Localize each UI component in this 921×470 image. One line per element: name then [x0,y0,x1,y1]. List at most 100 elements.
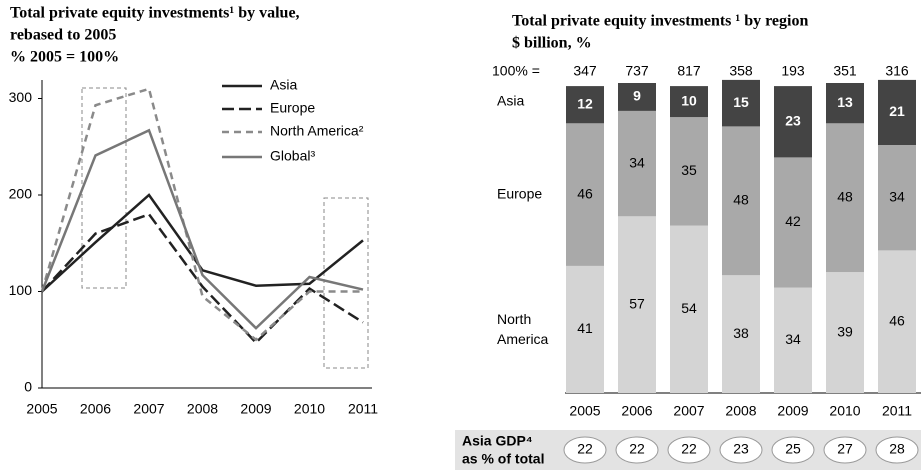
x-tick-label: 2009 [777,403,808,419]
chart-title: Total private equity investments¹ by val… [10,5,300,22]
bar-segment [774,287,812,393]
bar-segment [566,123,604,266]
footer-value: 22 [629,441,645,457]
bar-segment [566,265,604,393]
y-tick-label: 0 [24,379,32,395]
value-label: 42 [785,213,801,229]
bar-segment [618,216,656,393]
bar-segment [670,86,708,118]
x-tick-label: 2006 [80,401,111,417]
value-label: 54 [681,300,697,316]
value-label: 46 [577,185,593,201]
footer-oval [875,436,919,464]
totals-label: 100% = [492,63,540,79]
footer-oval [771,436,815,464]
series-label: North America [497,311,549,347]
x-tick-label: 2008 [725,403,756,419]
total-label: 737 [625,63,649,79]
value-label: 57 [629,295,645,311]
bar-segment [722,79,760,127]
bar-segment [774,157,812,288]
value-label: 9 [633,88,641,104]
total-label: 358 [729,63,753,79]
x-tick-label: 2008 [187,401,218,417]
footer-value: 22 [577,441,593,457]
total-label: 347 [573,63,597,79]
highlight-box [81,87,127,289]
footer-value: 23 [733,441,749,457]
total-label: 193 [781,63,805,79]
chart-title: rebased to 2005 [10,27,116,44]
footer-value: 28 [889,441,905,457]
footer-label: as % of total [462,451,544,467]
total-label: 316 [885,63,909,79]
x-tick-label: 2007 [133,401,164,417]
series-line [41,212,364,345]
bar-segment [566,86,604,124]
value-label: 38 [733,325,749,341]
bar-segment [618,83,656,111]
value-label: 21 [889,103,905,119]
value-label: 34 [785,331,801,347]
bar-segment [670,225,708,393]
bar-segment [774,86,812,158]
x-tick-label: 2010 [829,403,860,419]
footer-oval [667,436,711,464]
footer-value: 22 [681,441,697,457]
series-label: Europe [497,186,542,202]
x-tick-label: 2009 [240,401,271,417]
x-tick-label: 2010 [294,401,325,417]
chart-subtitle: % 2005 = 100% [10,49,119,66]
value-label: 34 [889,188,905,204]
value-label: 12 [577,95,593,111]
value-label: 10 [681,92,697,108]
value-label: 46 [889,312,905,328]
x-tick-label: 2011 [348,401,378,417]
value-label: 23 [785,112,801,128]
bar-segment [722,275,760,393]
value-label: 35 [681,162,697,178]
chart-title: $ billion, % [512,35,592,52]
total-label: 817 [677,63,701,79]
legend-label: Europe [270,100,315,116]
value-label: 48 [837,188,853,204]
series-line [41,193,364,293]
legend-label: Asia [270,77,297,93]
bar-segment [670,117,708,226]
total-label: 351 [833,63,857,79]
footer-oval [615,436,659,464]
footer-oval [719,436,763,464]
series-label: Asia [497,93,524,109]
x-tick-label: 2006 [621,403,652,419]
series-line [40,128,364,330]
bar-segment [878,79,916,145]
bar-segment [618,110,656,217]
bar-segment [826,272,864,393]
footer-value: 27 [837,441,853,457]
bar-segment [826,83,864,124]
footer-oval [823,436,867,464]
footer-value: 25 [785,441,801,457]
y-tick-label: 100 [9,282,33,298]
chart-title: Total private equity investments ¹ by re… [512,13,808,30]
bar-segment [722,126,760,276]
bar-segment [826,123,864,273]
bar-segment [878,250,916,393]
y-tick-label: 200 [9,186,33,202]
x-tick-label: 2005 [26,401,57,417]
x-tick-label: 2011 [882,403,912,419]
x-tick-label: 2007 [673,403,704,419]
y-tick-label: 300 [9,89,33,105]
value-label: 41 [577,320,593,336]
legend-label: North America² [270,123,364,139]
value-label: 34 [629,154,645,170]
value-label: 39 [837,323,853,339]
footer-oval [563,436,607,464]
bar-segment [878,145,916,251]
value-label: 13 [837,94,853,110]
value-label: 15 [733,94,749,110]
x-tick-label: 2005 [569,403,600,419]
legend-label: Global³ [270,148,315,164]
value-label: 48 [733,192,749,208]
